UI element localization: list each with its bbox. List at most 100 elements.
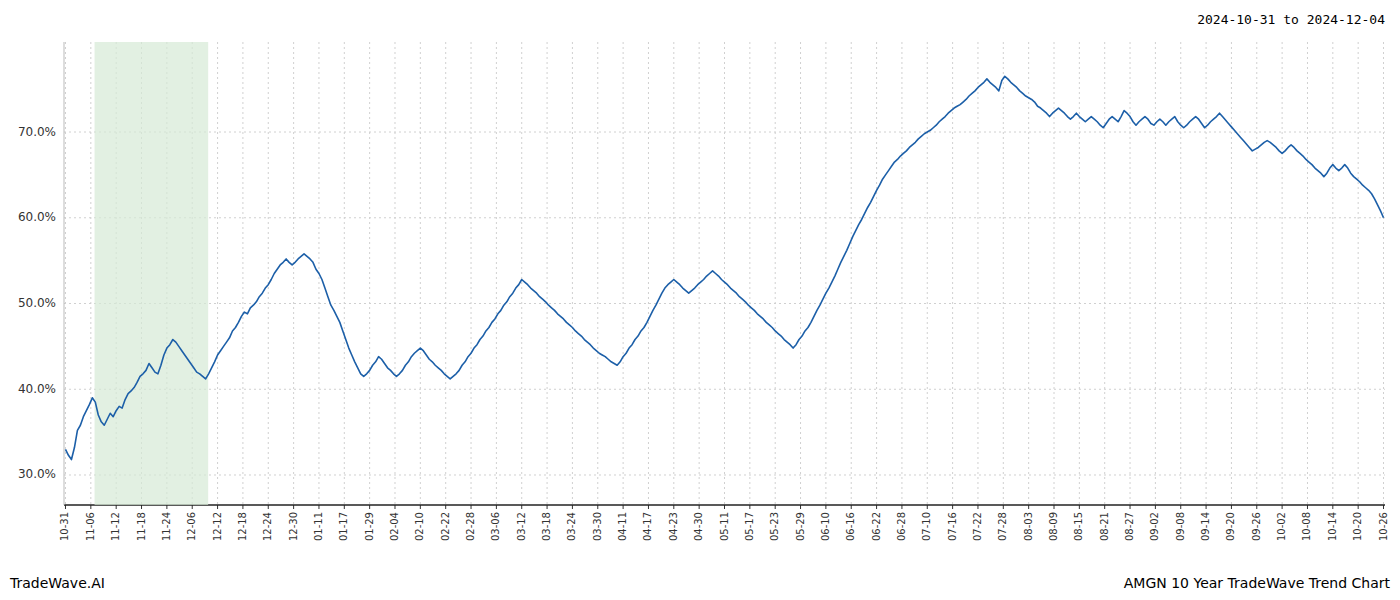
x-grid-line [471, 42, 472, 505]
x-grid-line [521, 42, 522, 505]
y-tick-label: 40.0% [18, 382, 56, 396]
x-grid-line [65, 42, 66, 505]
x-tick-label: 02-04 [389, 512, 400, 541]
x-tick-label: 05-17 [744, 512, 755, 541]
annotation: AMGN 10 Year TradeWave Trend Chart [1124, 575, 1391, 591]
x-tick-label: 04-30 [693, 512, 704, 541]
x-tick-label: 06-16 [845, 512, 856, 541]
x-tick-label: 09-14 [1200, 512, 1211, 541]
x-grid-line [1155, 42, 1156, 505]
x-tick-label: 08-15 [1073, 512, 1084, 541]
x-tick-label: 05-29 [795, 512, 806, 541]
y-tick-label: 70.0% [18, 125, 56, 139]
x-grid-line [496, 42, 497, 505]
x-tick-label: 12-06 [186, 512, 197, 541]
x-grid-line [775, 42, 776, 505]
x-grid-line [1282, 42, 1283, 505]
x-tick-label: 08-09 [1048, 512, 1059, 541]
x-grid-line [293, 42, 294, 505]
x-tick-label: 12-12 [212, 512, 223, 541]
title: 2024-10-31 to 2024-12-04 [1197, 12, 1385, 27]
x-axis-line [64, 504, 1385, 506]
x-grid-line [1180, 42, 1181, 505]
x-grid-line [699, 42, 700, 505]
x-grid-line [344, 42, 345, 505]
x-grid-line [648, 42, 649, 505]
x-grid-line [800, 42, 801, 505]
x-grid-line [1028, 42, 1029, 505]
x-tick-label: 07-10 [921, 512, 932, 541]
x-grid-line [901, 42, 902, 505]
x-tick-label: 06-28 [896, 512, 907, 541]
y-tick-label: 60.0% [18, 210, 56, 224]
x-grid-line [1307, 42, 1308, 505]
x-tick-label: 11-06 [85, 512, 96, 541]
x-grid-line [1256, 42, 1257, 505]
grid [64, 42, 1385, 505]
x-grid-line [1231, 42, 1232, 505]
x-grid-line [90, 42, 91, 505]
plot-area [65, 42, 1383, 505]
x-grid-line [851, 42, 852, 505]
x-tick-label: 11-12 [110, 512, 121, 541]
x-tick-label: 12-18 [237, 512, 248, 541]
x-tick-label: 05-23 [769, 512, 780, 541]
x-tick-label: 09-02 [1149, 512, 1160, 541]
x-tick-label: 03-12 [516, 512, 527, 541]
x-grid-line [876, 42, 877, 505]
x-grid-line [445, 42, 446, 505]
chart: 30.0% 40.0% 50.0% 60.0% 70.0% 10-31 11-06 11-12… [0, 0, 1400, 600]
x-tick-label: 07-28 [997, 512, 1008, 541]
x-grid-line [1130, 42, 1131, 505]
x-tick-label: 01-29 [364, 512, 375, 541]
x-grid-line [597, 42, 598, 505]
x-tick-label: 07-16 [947, 512, 958, 541]
x-tick-label: 08-21 [1099, 512, 1110, 541]
x-tick-label: 04-17 [642, 512, 653, 541]
x-grid-line [1358, 42, 1359, 505]
x-tick-label: 10-26 [1378, 512, 1389, 541]
x-grid-line [1079, 42, 1080, 505]
x-tick-label: 04-11 [617, 512, 628, 541]
x-tick-label: 02-22 [440, 512, 451, 541]
x-tick-label: 03-18 [541, 512, 552, 541]
x-tick-label: 11-24 [161, 512, 172, 541]
x-tick-label: 10-02 [1276, 512, 1287, 541]
x-tick-label: 02-28 [465, 512, 476, 541]
x-grid-line [1206, 42, 1207, 505]
x-tick-label: 04-23 [668, 512, 679, 541]
x-tick-label: 10-08 [1301, 512, 1312, 541]
y-grid-line [64, 474, 1385, 475]
x-grid-line [825, 42, 826, 505]
x-grid-line [673, 42, 674, 505]
data-line [65, 76, 1383, 459]
x-tick-label: 09-08 [1175, 512, 1186, 541]
x-grid-line [724, 42, 725, 505]
x-grid-line [1383, 42, 1384, 505]
y-tick-label: 50.0% [18, 296, 56, 310]
x-tick-label: 01-17 [338, 512, 349, 541]
x-tick-label: 09-20 [1225, 512, 1236, 541]
y-tick-label: 30.0% [18, 467, 56, 481]
annotation: TradeWave.AI [9, 575, 105, 591]
x-grid-line [420, 42, 421, 505]
y-axis-line [64, 42, 65, 505]
x-tick-label: 06-22 [871, 512, 882, 541]
x-tick-label: 02-10 [414, 512, 425, 541]
x-tick-label: 10-31 [59, 512, 70, 541]
x-tick-label: 03-30 [592, 512, 603, 541]
x-grid-line [394, 42, 395, 505]
x-grid-line [1104, 42, 1105, 505]
x-tick-label: 07-22 [972, 512, 983, 541]
highlight-region [95, 42, 209, 505]
x-tick-label: 08-27 [1124, 512, 1135, 541]
x-grid-line [952, 42, 953, 505]
x-tick-label: 12-30 [288, 512, 299, 541]
x-grid-line [242, 42, 243, 505]
x-tick-label: 09-26 [1251, 512, 1262, 541]
x-grid-line [927, 42, 928, 505]
x-grid-line [217, 42, 218, 505]
x-tick-label: 10-14 [1327, 512, 1338, 541]
x-tick-label: 11-18 [136, 512, 147, 541]
x-tick-label: 03-24 [566, 512, 577, 541]
